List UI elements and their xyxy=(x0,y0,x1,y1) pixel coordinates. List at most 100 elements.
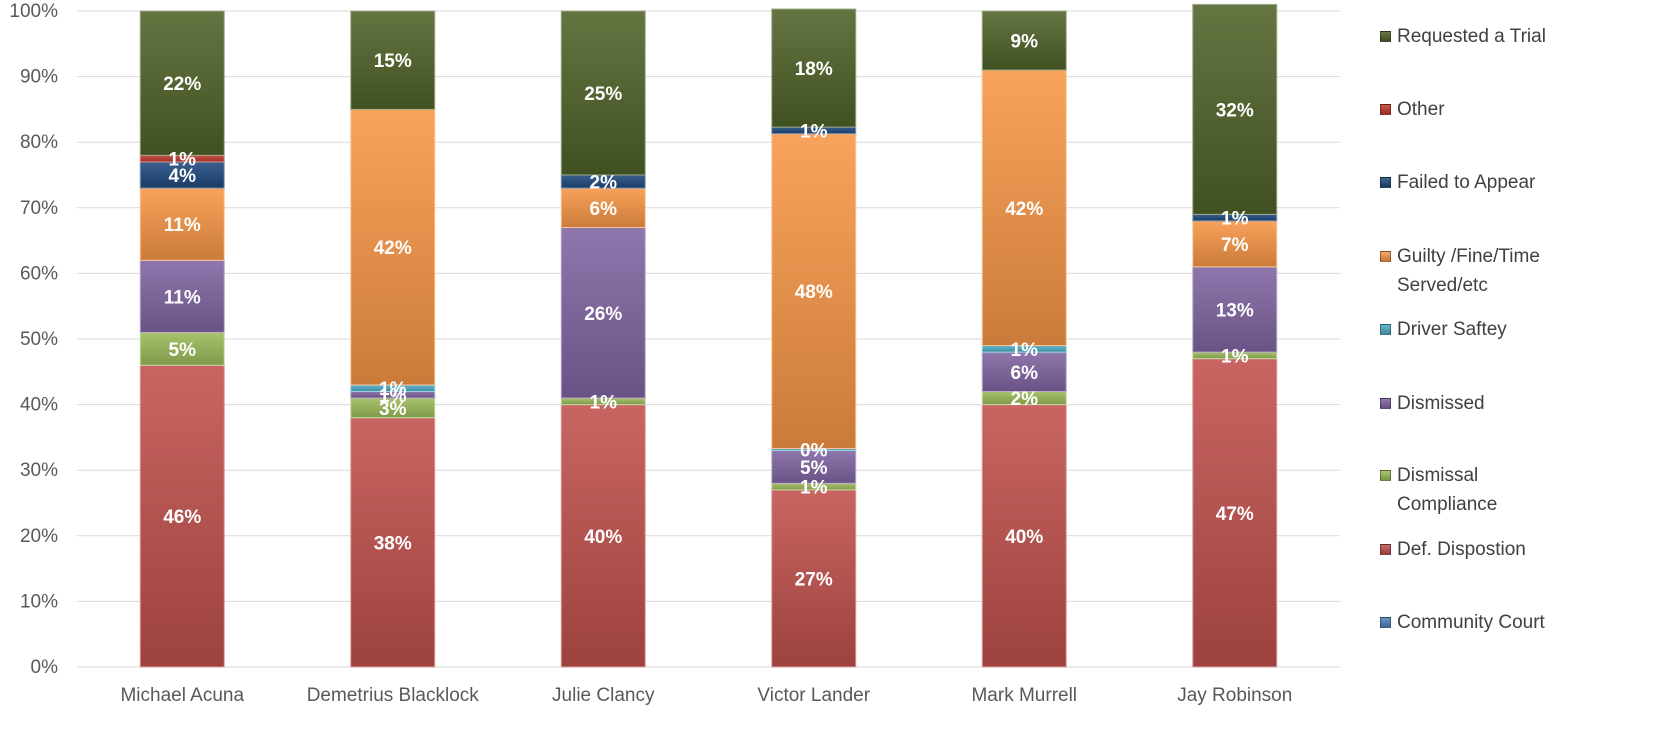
bar-segment xyxy=(981,404,1067,668)
data-label: 40% xyxy=(1005,527,1043,548)
data-label: 0% xyxy=(800,441,828,462)
legend-item: Failed to Appear xyxy=(1380,168,1535,197)
data-label: 1% xyxy=(1011,340,1039,361)
y-tick-label: 100% xyxy=(9,1,58,22)
bar-segment xyxy=(771,8,857,128)
data-label: 2% xyxy=(1011,389,1039,410)
data-label: 27% xyxy=(795,569,833,590)
bar-segment xyxy=(350,10,436,110)
data-label: 15% xyxy=(374,51,412,72)
data-label: 40% xyxy=(584,527,622,548)
data-label: 1% xyxy=(1221,209,1249,230)
x-tick-label: Michael Acuna xyxy=(120,685,244,706)
data-label: 25% xyxy=(584,84,622,105)
data-label: 32% xyxy=(1216,100,1254,121)
y-tick-label: 40% xyxy=(20,395,58,416)
legend-label: Guilty /Fine/Time Served/etc xyxy=(1397,246,1540,296)
data-label: 6% xyxy=(590,199,618,220)
data-label: 47% xyxy=(1216,504,1254,525)
bar-segment xyxy=(771,133,857,450)
legend-item: Driver Saftey xyxy=(1380,315,1507,344)
data-label: 22% xyxy=(163,74,201,95)
legend-swatch xyxy=(1380,104,1391,115)
data-label: 18% xyxy=(795,59,833,80)
legend-swatch xyxy=(1380,617,1391,628)
data-label: 42% xyxy=(1005,199,1043,220)
x-tick-label: Jay Robinson xyxy=(1177,685,1292,706)
legend-label: Other xyxy=(1397,99,1445,120)
y-tick-label: 20% xyxy=(20,526,58,547)
y-tick-label: 0% xyxy=(31,657,59,678)
y-tick-label: 10% xyxy=(20,591,58,612)
data-label: 1% xyxy=(169,150,197,171)
y-tick-label: 90% xyxy=(20,67,58,88)
legend-label: Failed to Appear xyxy=(1397,172,1536,193)
data-label: 5% xyxy=(800,458,828,479)
bar-segment xyxy=(771,450,857,484)
x-tick-label: Demetrius Blacklock xyxy=(307,685,480,706)
legend-swatch xyxy=(1380,544,1391,555)
legend-item: Dismissed xyxy=(1380,389,1485,418)
y-tick-label: 80% xyxy=(20,132,58,153)
data-label: 2% xyxy=(590,173,618,194)
bar-segment xyxy=(981,10,1067,71)
legend-label: Def. Dispostion xyxy=(1397,539,1526,560)
data-labels: 46%5%11%11%4%1%22%38%3%1%1%42%15%40%1%26… xyxy=(163,32,1254,591)
data-label: 1% xyxy=(379,386,407,407)
data-label: 6% xyxy=(1011,363,1039,384)
y-tick-label: 50% xyxy=(20,329,58,350)
y-tick-label: 70% xyxy=(20,198,58,219)
bar-segment xyxy=(560,187,646,228)
y-axis-ticks: 0% 10% 20% 30% 40% 50% 60% 70% 80% 90% 100% xyxy=(9,1,58,678)
bar-segment xyxy=(139,364,225,668)
data-label: 4% xyxy=(169,166,197,187)
data-label: 7% xyxy=(1221,235,1249,256)
data-label: 38% xyxy=(374,533,412,554)
data-label: 5% xyxy=(169,340,197,361)
bar-segment xyxy=(139,331,225,366)
y-tick-label: 30% xyxy=(20,460,58,481)
x-tick-label: Mark Murrell xyxy=(971,685,1077,706)
legend-label: Dismissal Compliance xyxy=(1397,465,1498,515)
data-label: 11% xyxy=(164,215,201,236)
bar-segment xyxy=(1192,358,1278,668)
data-label: 42% xyxy=(374,238,412,259)
bar-segment xyxy=(1192,3,1278,215)
bar-segment xyxy=(1192,266,1278,353)
legend-label: Community Court xyxy=(1397,612,1545,633)
bar-segment xyxy=(350,108,436,386)
legend-swatch xyxy=(1380,324,1391,335)
legend-swatch xyxy=(1380,251,1391,262)
bars xyxy=(139,3,1278,668)
bar-segment xyxy=(560,10,646,176)
data-label: 1% xyxy=(379,379,407,400)
legend-item: Community Court xyxy=(1380,608,1545,637)
legend-swatch xyxy=(1380,470,1391,481)
data-label: 48% xyxy=(795,282,833,303)
legend-item: Dismissal Compliance xyxy=(1380,461,1497,519)
data-label: 1% xyxy=(590,392,618,413)
data-label: 3% xyxy=(379,399,407,420)
bar-segment xyxy=(139,259,225,333)
y-tick-label: 60% xyxy=(20,263,58,284)
bar-segment xyxy=(350,417,436,668)
legend-label: Driver Saftey xyxy=(1397,319,1507,340)
data-label: 26% xyxy=(584,304,622,325)
gridlines xyxy=(77,10,1340,668)
data-label: 1% xyxy=(1221,346,1249,367)
bar-segment xyxy=(560,404,646,668)
bar-segment xyxy=(560,226,646,399)
data-label: 13% xyxy=(1216,300,1254,321)
bar-segment xyxy=(139,10,225,156)
legend: Requested a Trial Other Failed to Appear Gu… xyxy=(1380,0,1655,745)
chart-plot: 0%10%20%30%40%50%60%70%80%90%100% 46%5%1… xyxy=(9,1,1340,706)
bar-segment xyxy=(771,489,857,668)
x-tick-label: Julie Clancy xyxy=(552,685,655,706)
data-label: 9% xyxy=(1011,32,1039,53)
legend-swatch xyxy=(1380,398,1391,409)
data-label: 11% xyxy=(164,287,201,308)
legend-swatch xyxy=(1380,177,1391,188)
bar-segment xyxy=(139,187,225,261)
data-label: 1% xyxy=(800,121,828,142)
